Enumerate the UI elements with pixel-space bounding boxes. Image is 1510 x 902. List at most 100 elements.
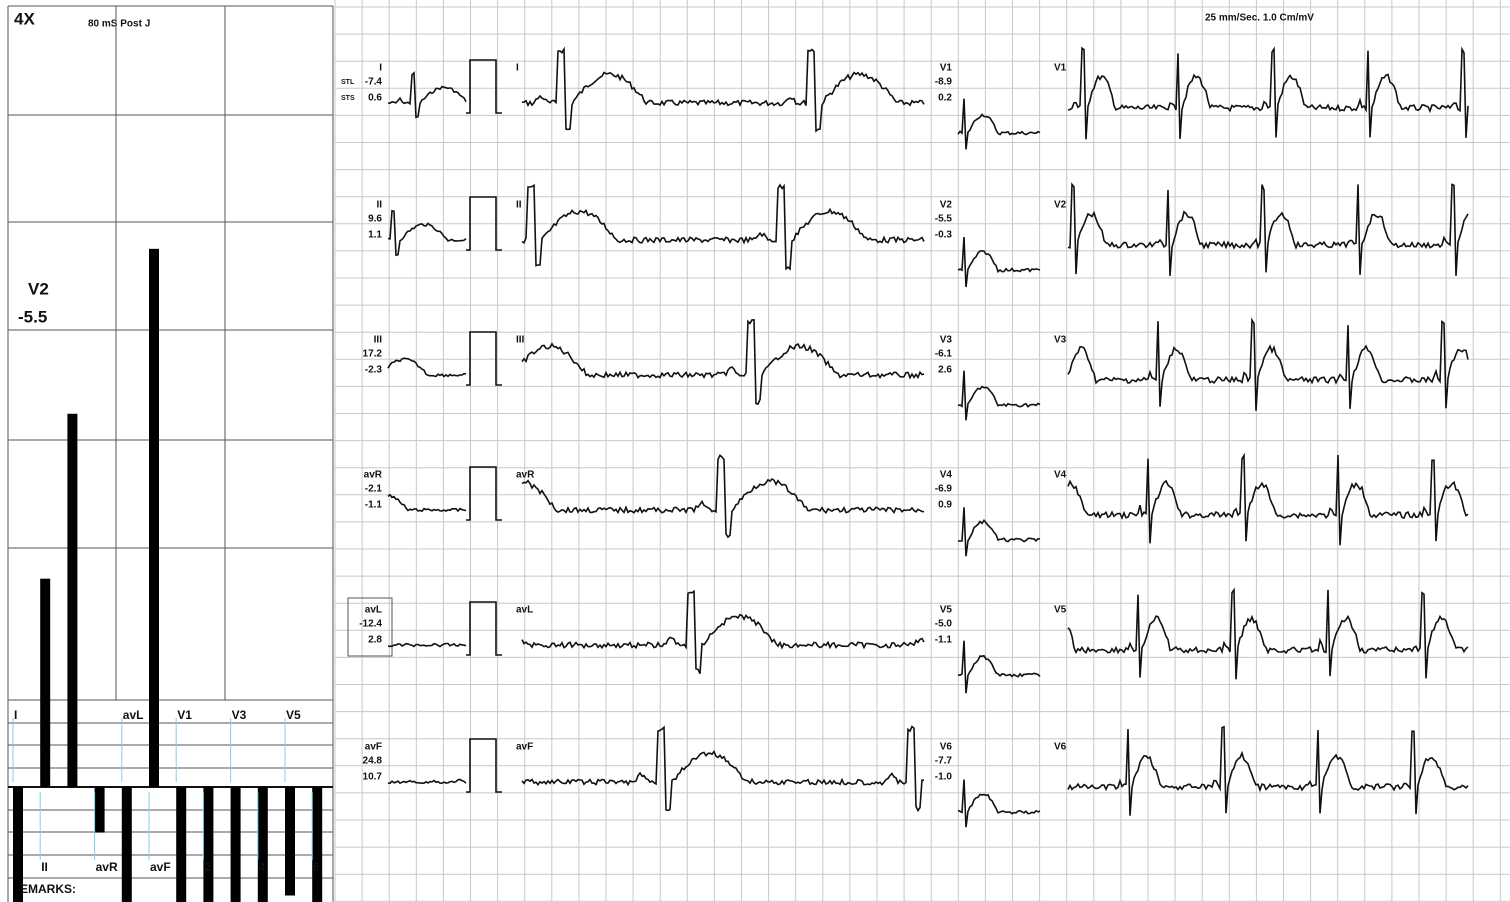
ecg-trace [387, 493, 467, 513]
lead-stl: -7.4 [365, 77, 383, 88]
lead-stl: -5.0 [935, 619, 953, 630]
st-bar [176, 787, 187, 902]
bar-label: avL [123, 708, 144, 722]
lead-name: II [376, 200, 382, 211]
ecg-trace [521, 454, 925, 539]
lead-sts: -2.3 [365, 365, 383, 376]
lead-name: avR [364, 470, 383, 481]
ecg-trace [387, 642, 467, 648]
ecg-trace [1067, 587, 1469, 680]
calibration-pulse [466, 196, 502, 251]
ecg-trace [1067, 317, 1469, 411]
settings: 25 mm/Sec. 1.0 Cm/mV [1205, 13, 1314, 24]
lead-sts: -0.3 [935, 230, 953, 241]
lead-stl: -6.9 [935, 484, 953, 495]
lead-sts: 2.6 [938, 365, 952, 376]
lead-name: V6 [940, 742, 953, 753]
st-bar [40, 578, 51, 787]
lead-stl: 9.6 [368, 214, 382, 225]
st-bar [285, 787, 295, 896]
selected-box [347, 597, 393, 657]
calibration-pulse [466, 331, 502, 386]
trace-lead-name: V1 [1054, 63, 1067, 74]
lead-stl: -12.4 [359, 619, 382, 630]
lead-name: V1 [940, 63, 953, 74]
st-bar [203, 787, 214, 902]
lead-sts: 1.1 [368, 230, 382, 241]
ecg-trace [387, 778, 467, 785]
selected-value: -5.5 [18, 307, 47, 326]
st-bar [149, 248, 159, 788]
bar-label: V1 [177, 708, 192, 722]
trace-lead-name: V3 [1054, 335, 1067, 346]
calibration-pulse [466, 59, 502, 114]
bar-label: 2 [204, 860, 211, 874]
calibration-pulse [466, 738, 502, 793]
trace-lead-name: avL [516, 605, 533, 616]
lead-name: V2 [940, 200, 953, 211]
calibration-pulse [466, 601, 502, 656]
trace-lead-name: V4 [1054, 470, 1067, 481]
ecg-trace [387, 71, 467, 119]
ecg-trace [1067, 46, 1469, 140]
magnification: 4X [14, 9, 35, 28]
ecg-trace [387, 209, 467, 257]
lead-sts: 0.6 [368, 93, 382, 104]
measure-point: 80 mS Post J [88, 19, 150, 30]
lead-sts: 0.2 [938, 93, 952, 104]
ecg-trace [957, 507, 1041, 557]
trace-lead-name: V2 [1054, 200, 1067, 211]
ecg-trace [957, 779, 1041, 828]
ecg-trace [1067, 182, 1469, 276]
bar-label: V5 [286, 708, 301, 722]
trace-lead-name: avF [516, 742, 533, 753]
st-bar [312, 787, 323, 902]
ecg-trace [521, 183, 925, 271]
selected-lead: V2 [28, 279, 49, 298]
lead-name: V3 [940, 335, 953, 346]
lead-stl: -6.1 [935, 349, 953, 360]
ecg-trace [957, 98, 1041, 150]
lead-name: avL [365, 605, 382, 616]
bar-label: avF [150, 860, 171, 874]
sts-label: STS [341, 95, 355, 102]
st-bar [13, 787, 23, 902]
bar-label: V3 [232, 708, 247, 722]
trace-lead-name: III [516, 335, 525, 346]
remarks: EMARKS: [20, 882, 76, 896]
lead-sts: 2.8 [368, 635, 382, 646]
ecg-trace [1067, 725, 1469, 816]
st-bar [257, 787, 268, 902]
trace-lead-name: V6 [1054, 742, 1067, 753]
trace-lead-name: avR [516, 470, 535, 481]
bar-label: II [41, 860, 48, 874]
lead-stl: 24.8 [363, 756, 383, 767]
lead-sts: -1.0 [935, 772, 953, 783]
ecg-trace [387, 357, 467, 378]
ecg-trace [521, 589, 925, 675]
ecg-trace [1067, 452, 1469, 546]
trace-lead-name: I [516, 63, 519, 74]
bar-label: 4 [259, 860, 266, 874]
stl-label: STL [341, 79, 355, 86]
ecg-trace [957, 640, 1041, 694]
lead-stl: -7.7 [935, 756, 953, 767]
st-bar [94, 787, 105, 833]
bar-label: avR [96, 860, 118, 874]
st-bar [67, 413, 78, 787]
lead-name: V4 [940, 470, 953, 481]
lead-stl: 17.2 [363, 349, 383, 360]
lead-stl: -2.1 [365, 484, 383, 495]
trace-lead-name: V5 [1054, 605, 1067, 616]
lead-name: V5 [940, 605, 953, 616]
lead-stl: -5.5 [935, 214, 953, 225]
lead-stl: -8.9 [935, 77, 953, 88]
calibration-pulse [466, 466, 502, 521]
lead-name: III [374, 335, 383, 346]
st-bar [230, 787, 241, 902]
lead-sts: -1.1 [365, 500, 383, 511]
ecg-trace [957, 236, 1041, 288]
trace-lead-name: II [516, 200, 522, 211]
ecg-trace [957, 370, 1041, 421]
